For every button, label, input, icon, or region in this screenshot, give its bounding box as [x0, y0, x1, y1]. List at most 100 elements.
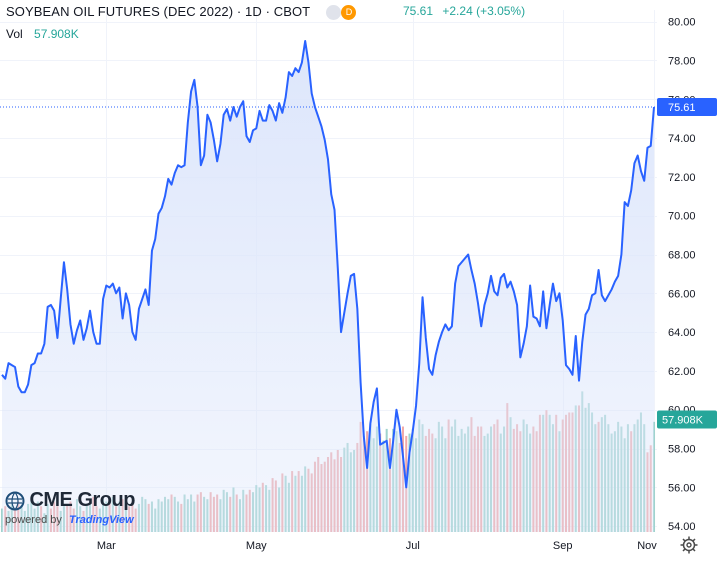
price-point [585, 314, 586, 315]
last-price-tag [657, 98, 717, 116]
price-point [572, 374, 573, 375]
price-point [588, 308, 589, 309]
settings-gear-icon[interactable] [679, 535, 699, 555]
price-point [484, 304, 485, 305]
price-point [83, 339, 84, 340]
delayed-data-badge[interactable]: D [341, 5, 357, 21]
price-point [350, 275, 351, 276]
last-price-value: 75.61 [403, 4, 434, 18]
price-point [513, 291, 514, 292]
price-point [109, 287, 110, 288]
price-point [490, 275, 491, 276]
price-axis[interactable]: 54.0056.0058.0060.0062.0064.0066.0068.00… [657, 17, 717, 534]
price-point [158, 213, 159, 214]
price-point [510, 281, 511, 282]
price-point [210, 122, 211, 123]
price-point [569, 368, 570, 369]
price-point [474, 283, 475, 284]
tradingview-link[interactable]: TradingView [68, 514, 134, 526]
price-point [282, 112, 283, 113]
price-point [285, 97, 286, 98]
price-point [14, 366, 15, 367]
price-point [591, 295, 592, 296]
x-tick-label: May [246, 540, 267, 552]
price-point [8, 363, 9, 364]
price-point [380, 444, 381, 445]
price-point [187, 122, 188, 123]
price-point [399, 427, 400, 428]
price-point [99, 343, 100, 344]
time-axis[interactable]: Mar May Jul Sep Nov [97, 540, 657, 552]
price-line [1, 40, 655, 489]
y-tick-label: 72.00 [668, 172, 696, 184]
price-point [539, 326, 540, 327]
price-point [27, 384, 28, 385]
price-point [487, 293, 488, 294]
price-point [305, 40, 306, 41]
price-point [70, 324, 71, 325]
price-point [184, 165, 185, 166]
price-point [223, 114, 224, 115]
price-point [637, 155, 638, 156]
price-point [265, 120, 266, 121]
price-point [207, 114, 208, 115]
price-point [34, 363, 35, 364]
price-line-series [1, 40, 655, 489]
price-point [204, 155, 205, 156]
price-point [116, 293, 117, 294]
price-point [367, 467, 368, 468]
cme-globe-icon [5, 491, 25, 510]
price-point [644, 180, 645, 181]
price-point [605, 300, 606, 301]
price-point [614, 281, 615, 282]
price-point [148, 304, 149, 305]
x-tick-label: Sep [553, 540, 573, 552]
price-point [451, 326, 452, 327]
price-point [611, 289, 612, 290]
price-point [129, 304, 130, 305]
price-point [174, 172, 175, 173]
price-point [552, 283, 553, 284]
price-point [96, 343, 97, 344]
price-point [298, 72, 299, 73]
price-point [112, 283, 113, 284]
price-point [461, 262, 462, 263]
last-volume-tag [657, 410, 717, 429]
y-tick-label: 68.00 [668, 250, 696, 262]
price-point [402, 456, 403, 457]
x-tick-label: Mar [97, 540, 116, 552]
cme-group-logo[interactable]: CME Group [5, 489, 135, 512]
price-point [556, 300, 557, 301]
price-point [595, 293, 596, 294]
price-point [347, 293, 348, 294]
price-point [288, 72, 289, 73]
price-point [226, 108, 227, 109]
price-point [76, 330, 77, 331]
price-point [445, 324, 446, 325]
price-point [608, 295, 609, 296]
price-point [37, 353, 38, 354]
price-point [415, 405, 416, 406]
price-point [93, 332, 94, 333]
price-point [164, 196, 165, 197]
logo-text: CME Group [29, 489, 135, 511]
price-point [301, 62, 302, 63]
price-point [425, 337, 426, 338]
price-point [526, 326, 527, 327]
price-point [220, 143, 221, 144]
y-tick-label: 78.00 [668, 56, 696, 68]
symbol-title[interactable]: SOYBEAN OIL FUTURES (DEC 2022) · 1D · CB… [6, 4, 311, 19]
price-point [89, 310, 90, 311]
price-point [455, 283, 456, 284]
market-status-icon [325, 5, 341, 21]
y-tick-label: 74.00 [668, 133, 696, 145]
price-point [145, 289, 146, 290]
price-point [321, 126, 322, 127]
price-point [471, 269, 472, 270]
price-point [360, 382, 361, 383]
price-point [262, 120, 263, 121]
price-point [122, 318, 123, 319]
price-point [631, 190, 632, 191]
